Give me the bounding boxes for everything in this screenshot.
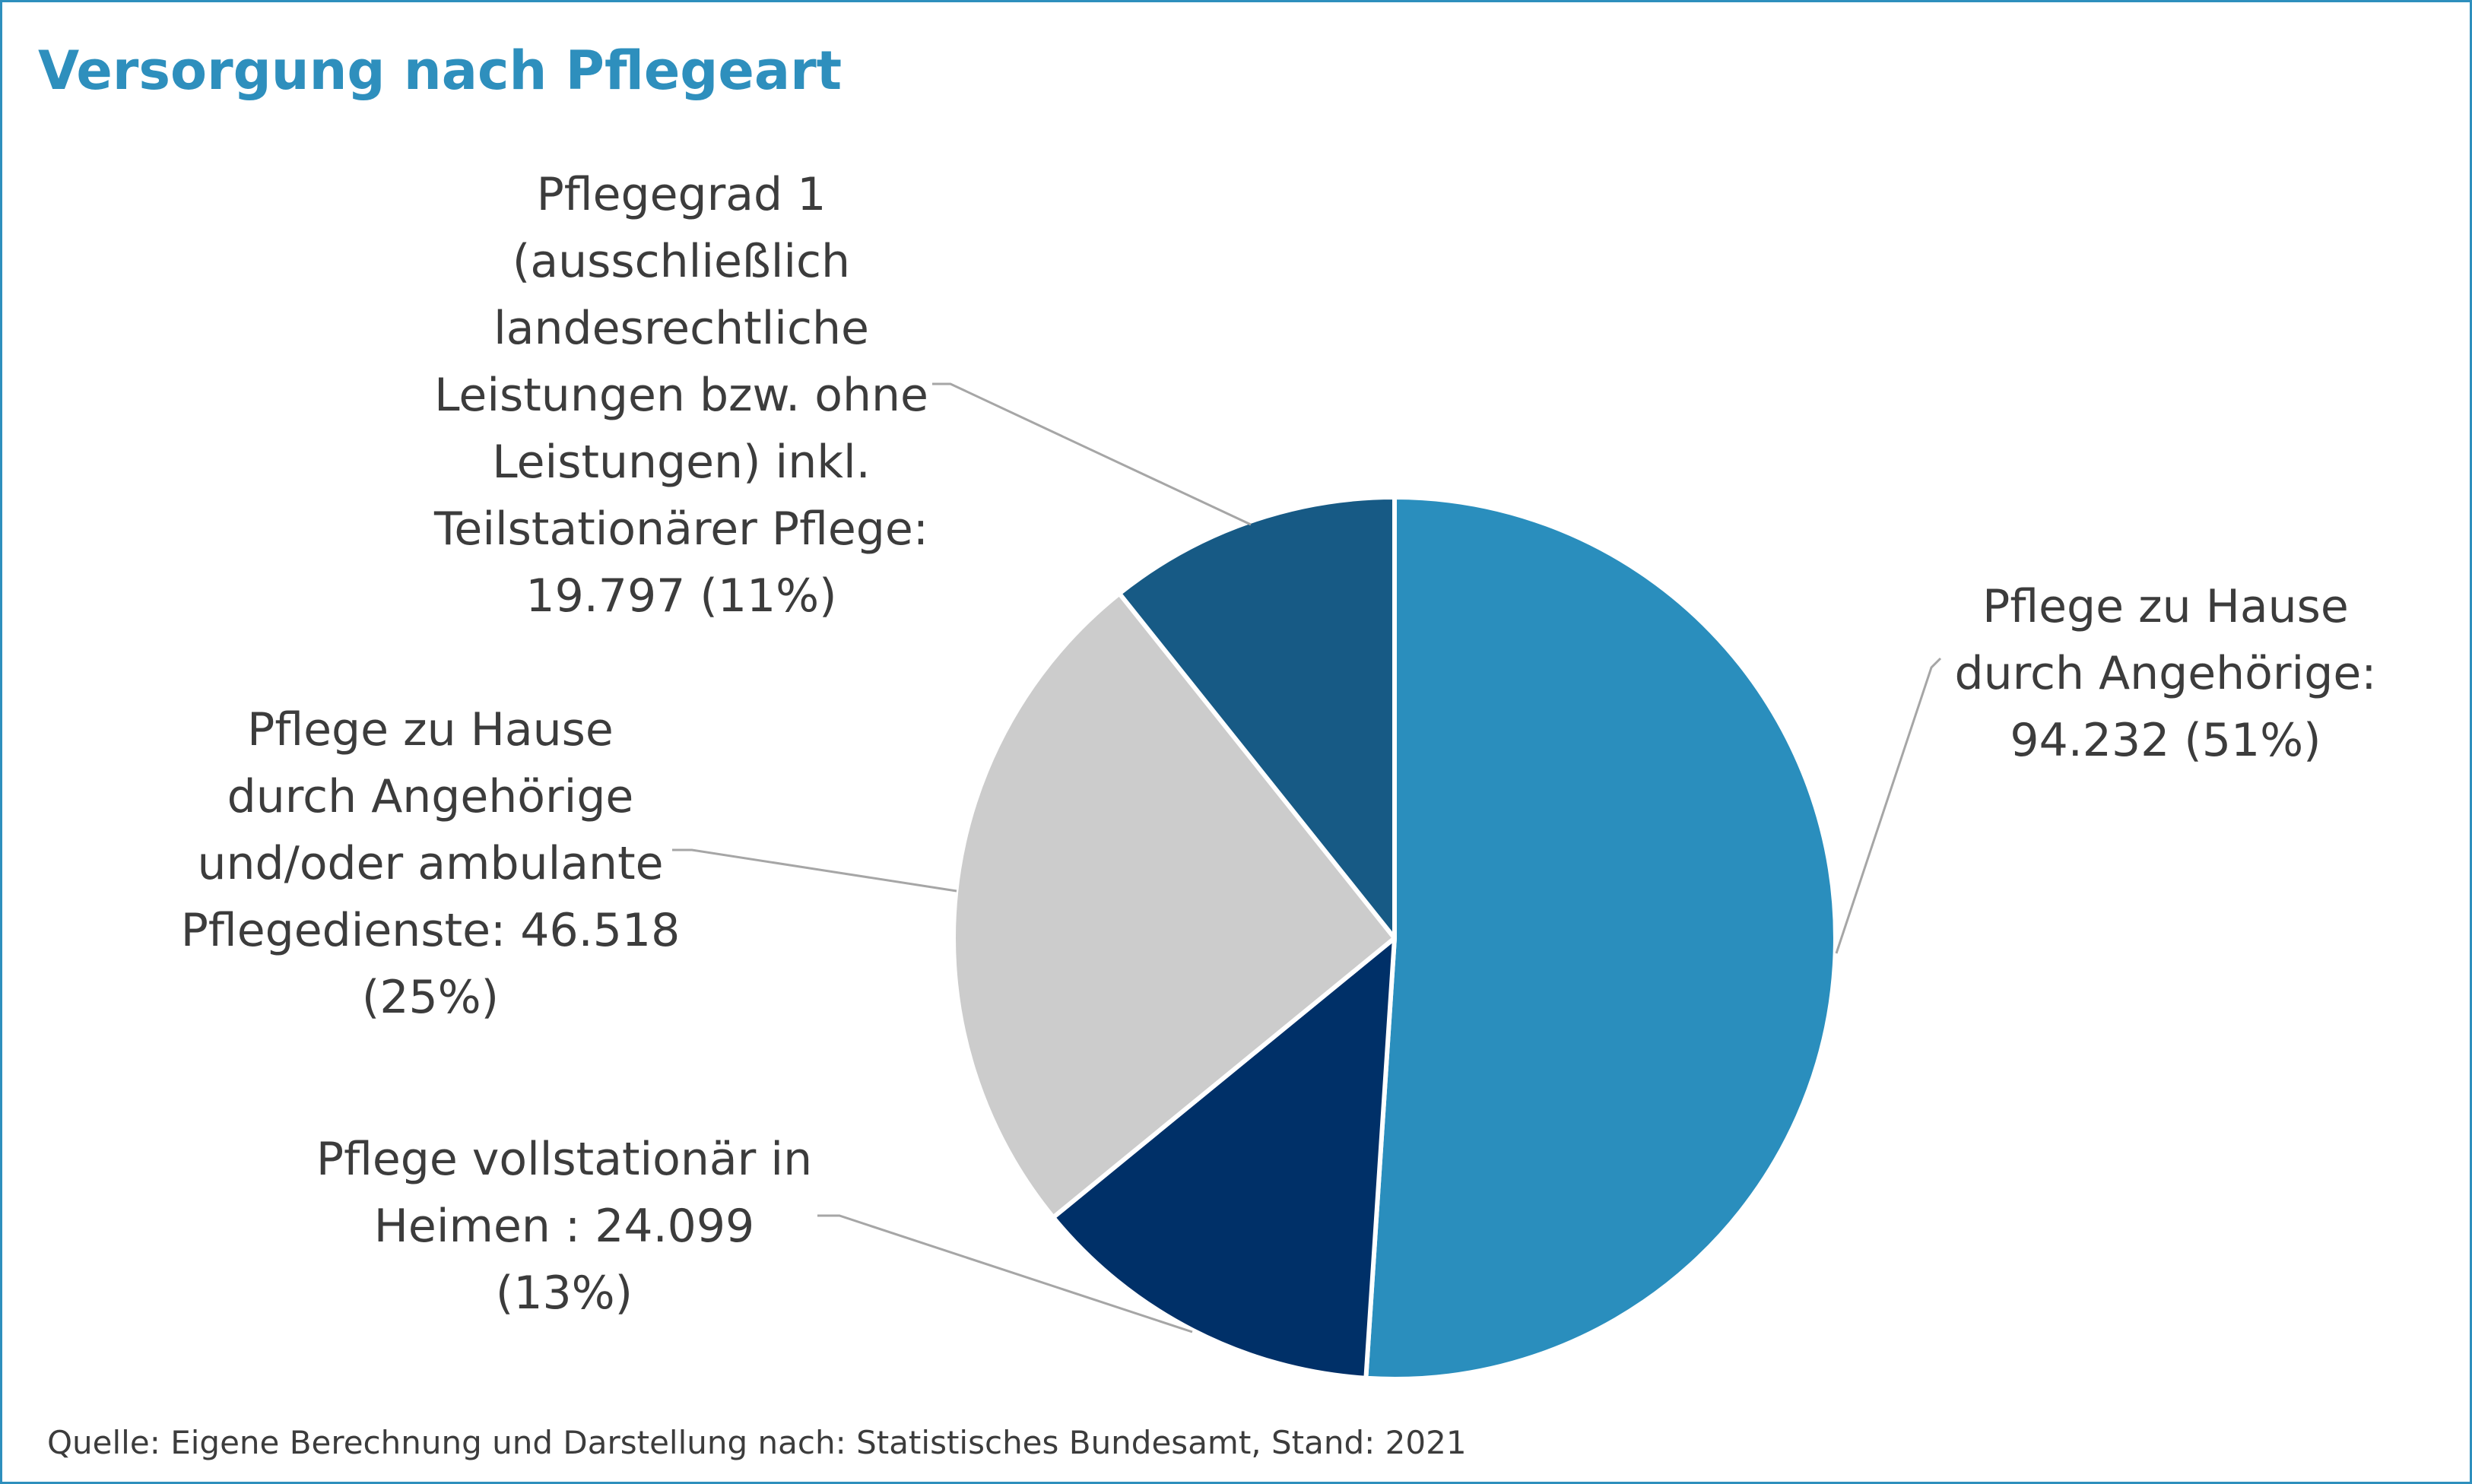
leader-line-2 bbox=[817, 1214, 1193, 1333]
pie-slices bbox=[951, 495, 1838, 1381]
slice-label-line: 19.797 (11%) bbox=[525, 569, 836, 623]
slice-label-1: Pflege zu Hause durch Angehörige: 94.232 (… bbox=[1955, 580, 2377, 767]
pie-slice-4 bbox=[1117, 495, 1397, 940]
slice-label-line: (ausschließlich bbox=[512, 235, 850, 288]
slice-label-line: (25%) bbox=[362, 971, 499, 1024]
leader-line-4 bbox=[932, 382, 1252, 526]
slice-label-2: Pflege vollstationär in Heimen : 24.099 (1… bbox=[316, 1133, 812, 1320]
leader-lines bbox=[672, 382, 1942, 1333]
slice-label-line: durch Angehörige: bbox=[1955, 647, 2377, 700]
slice-label-4: Pflegegrad 1 (ausschließlich landesrechtli… bbox=[433, 168, 928, 623]
slice-label-line: Leistungen) inkl. bbox=[492, 436, 871, 489]
slice-label-line: 94.232 (51%) bbox=[2010, 714, 2321, 767]
slice-label-line: Leistungen bzw. ohne bbox=[434, 369, 928, 422]
slice-label-line: Pflegegrad 1 bbox=[537, 168, 827, 221]
slice-label-line: durch Angehörige bbox=[227, 770, 634, 823]
source-note: Quelle: Eigene Berechnung und Darstellun… bbox=[47, 1424, 1467, 1461]
slice-label-line: (13%) bbox=[496, 1267, 633, 1320]
slice-label-line: Pflege vollstationär in bbox=[316, 1133, 812, 1186]
leader-line-1 bbox=[1835, 657, 1942, 954]
slice-label-3: Pflege zu Hause durch Angehörige und/oder … bbox=[181, 703, 681, 1024]
slice-label-line: Heimen : 24.099 bbox=[374, 1200, 754, 1253]
pie-slice-1 bbox=[1363, 495, 1838, 1381]
slice-label-line: und/oder ambulante bbox=[197, 837, 663, 890]
slice-labels: Pflege zu Hause durch Angehörige: 94.232 (… bbox=[181, 168, 2377, 1320]
slice-label-line: Pflege zu Hause bbox=[247, 703, 614, 756]
slice-label-line: Pflege zu Hause bbox=[1982, 580, 2349, 633]
slice-label-line: landesrechtliche bbox=[493, 302, 869, 355]
leader-line-3 bbox=[672, 848, 957, 893]
slice-label-line: Teilstationärer Pflege: bbox=[433, 503, 928, 556]
slice-label-line: Pflegedienste: 46.518 bbox=[181, 904, 681, 957]
pie-slice-2 bbox=[1051, 936, 1397, 1381]
chart-title: Versorgung nach Pflegeart bbox=[38, 40, 843, 102]
